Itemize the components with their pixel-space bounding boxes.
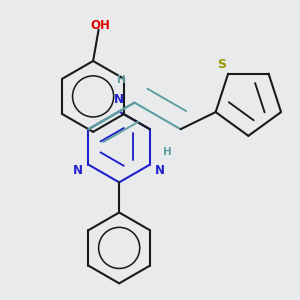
Text: H: H bbox=[163, 147, 172, 157]
Text: N: N bbox=[155, 164, 165, 177]
Text: OH: OH bbox=[90, 19, 110, 32]
Text: H: H bbox=[117, 75, 126, 85]
Text: S: S bbox=[217, 58, 226, 71]
Text: N: N bbox=[74, 164, 83, 177]
Text: N: N bbox=[114, 93, 124, 106]
